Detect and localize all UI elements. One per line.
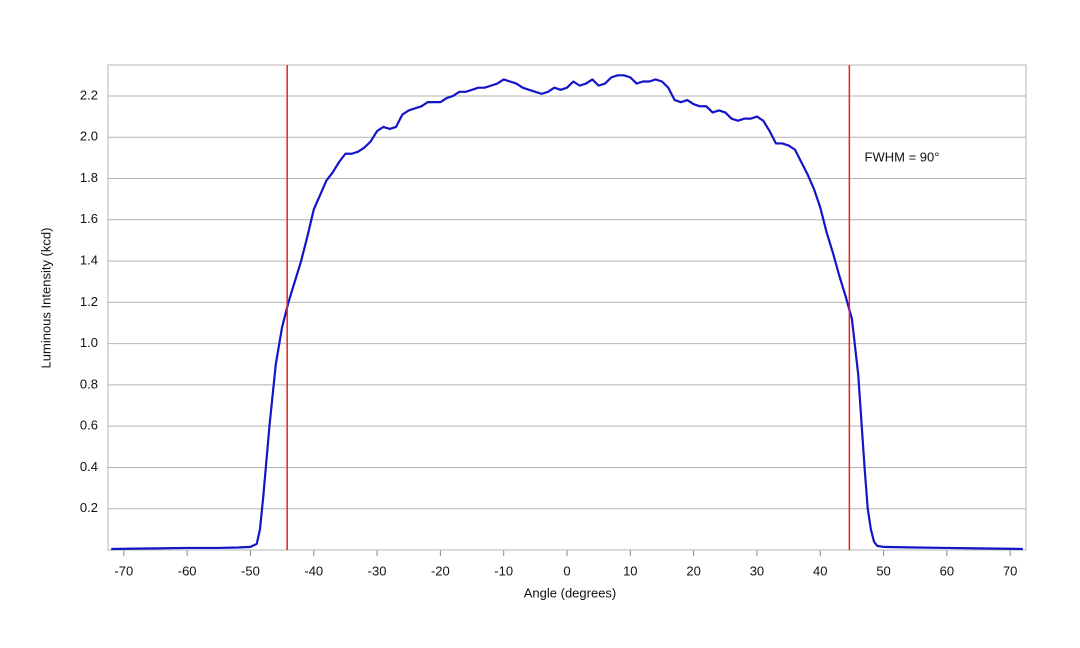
plot-border bbox=[107, 64, 1027, 551]
x-tick-label: -40 bbox=[304, 563, 323, 578]
x-tick-label: -50 bbox=[241, 563, 260, 578]
x-tick-label: 40 bbox=[813, 563, 827, 578]
y-tick-label: 2.0 bbox=[80, 129, 98, 144]
y-tick-label: 0.8 bbox=[80, 376, 98, 391]
x-tick-label: 10 bbox=[623, 563, 637, 578]
y-tick-label: 0.2 bbox=[80, 500, 98, 515]
y-tick-label: 2.2 bbox=[80, 87, 98, 102]
x-tick-label: 30 bbox=[750, 563, 764, 578]
x-tick-label: -30 bbox=[368, 563, 387, 578]
annotation: FWHM = 90° bbox=[865, 149, 940, 164]
x-tick-label: 50 bbox=[876, 563, 890, 578]
x-tick-label: 60 bbox=[940, 563, 954, 578]
y-tick-label: 1.4 bbox=[80, 253, 98, 268]
y-tick-label: 1.8 bbox=[80, 170, 98, 185]
data-line bbox=[111, 74, 1023, 551]
x-tick-label: 0 bbox=[563, 563, 570, 578]
x-tick-label: -20 bbox=[431, 563, 450, 578]
y-tick-label: 0.4 bbox=[80, 459, 98, 474]
x-tick-label: 20 bbox=[686, 563, 700, 578]
x-axis-label: Angle (degrees) bbox=[524, 585, 617, 600]
y-tick-label: 1.0 bbox=[80, 335, 98, 350]
y-tick-label: 0.6 bbox=[80, 418, 98, 433]
x-tick-label: -60 bbox=[178, 563, 197, 578]
y-axis-label: Luminous Intensity (kcd) bbox=[38, 228, 53, 369]
x-tick-label: 70 bbox=[1003, 563, 1017, 578]
y-tick-label: 1.2 bbox=[80, 294, 98, 309]
y-tick-label: 1.6 bbox=[80, 211, 98, 226]
x-tick-label: -70 bbox=[114, 563, 133, 578]
x-tick-label: -10 bbox=[494, 563, 513, 578]
